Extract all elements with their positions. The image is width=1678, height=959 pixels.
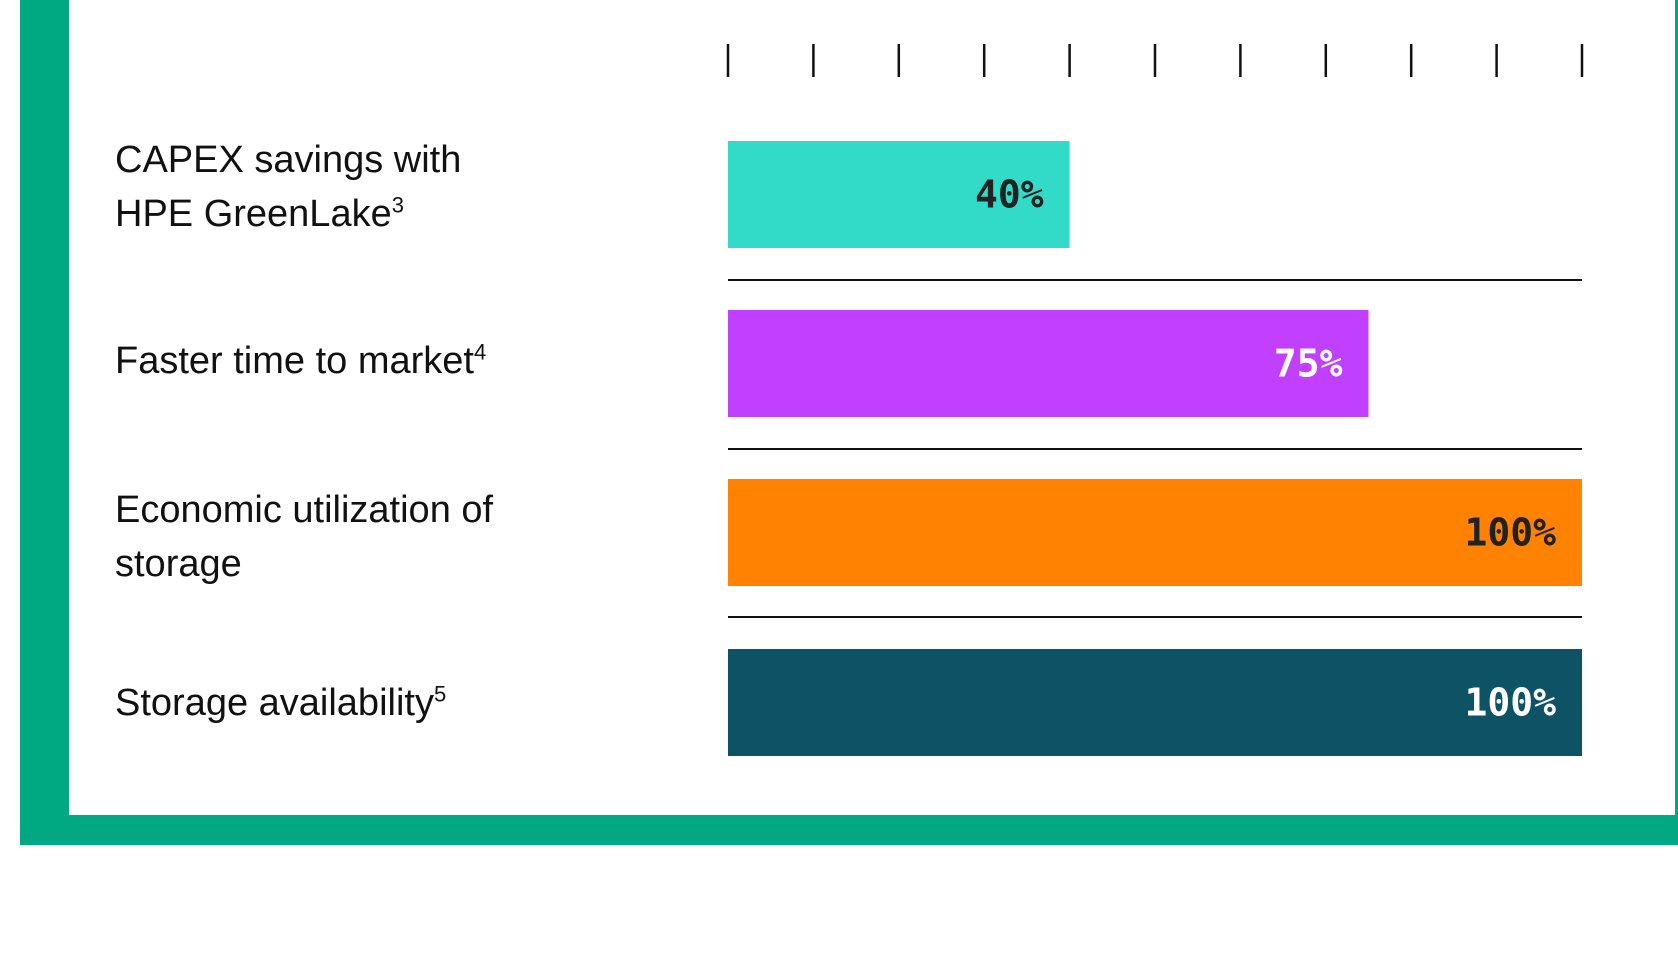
bar-3 (728, 649, 1582, 756)
bar-value-label-1: 75% (1274, 342, 1343, 386)
bar-value-label-3: 100% (1464, 681, 1556, 725)
bar-2 (728, 479, 1582, 586)
bar-value-label-0: 40% (975, 173, 1044, 217)
bar-1 (728, 310, 1369, 417)
bar-value-label-2: 100% (1464, 511, 1556, 555)
